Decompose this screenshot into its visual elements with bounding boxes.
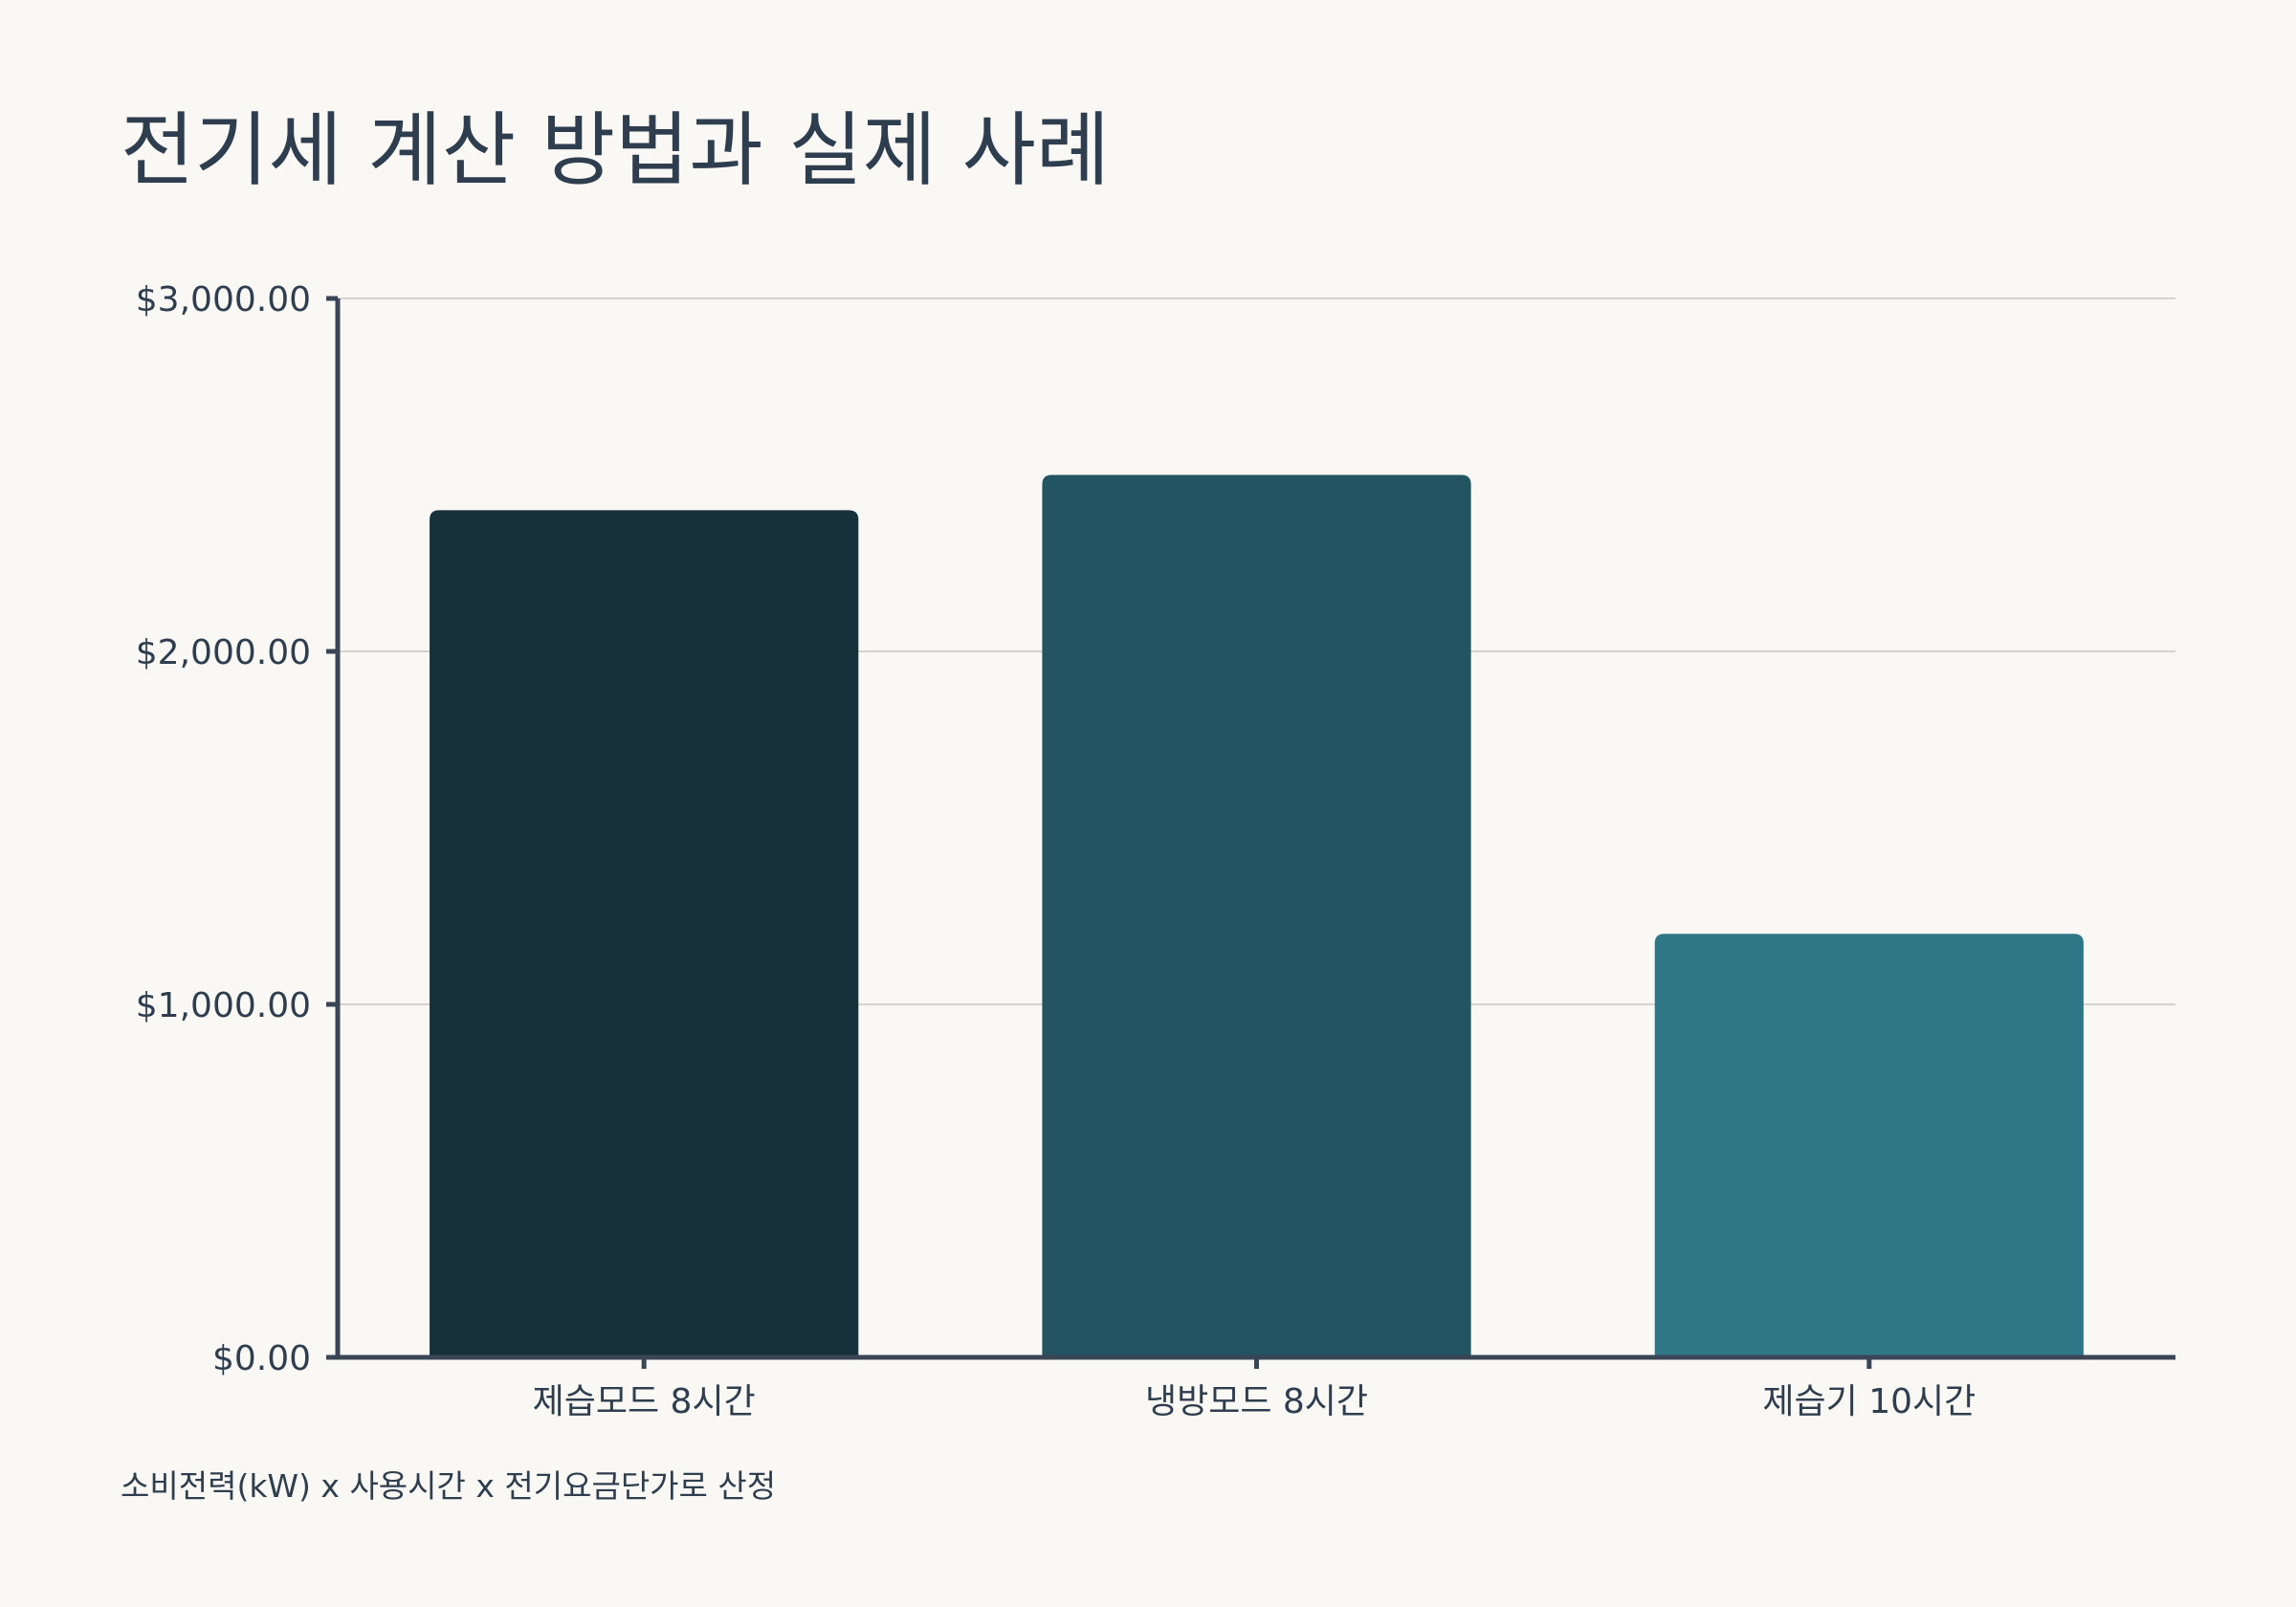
x-tick-label: 제습모드 8시간 xyxy=(533,1382,756,1421)
y-tick-label: $2,000.00 xyxy=(136,633,311,672)
chart-title: 전기세 계산 방법과 실제 사례 xyxy=(121,103,1110,197)
bar xyxy=(1042,474,1471,1357)
x-tick-label: 제습기 10시간 xyxy=(1762,1382,1976,1421)
bars-layer xyxy=(430,474,2084,1357)
y-tick-label: $3,000.00 xyxy=(136,280,311,319)
bar xyxy=(430,510,859,1357)
y-tick-label: $0.00 xyxy=(212,1339,311,1378)
bar xyxy=(1654,934,2084,1357)
labels-layer: $0.00 $1,000.00 $2,000.00 $3,000.00 제습모드 8시간… xyxy=(136,280,1976,1421)
footnote: 소비전력(kW) x 사용시간 x 전기요금단가로 산정 xyxy=(121,1467,776,1505)
x-tick-label: 냉방모드 8시간 xyxy=(1145,1382,1368,1421)
ticks-layer xyxy=(326,296,1872,1369)
y-tick-label: $1,000.00 xyxy=(136,986,311,1025)
